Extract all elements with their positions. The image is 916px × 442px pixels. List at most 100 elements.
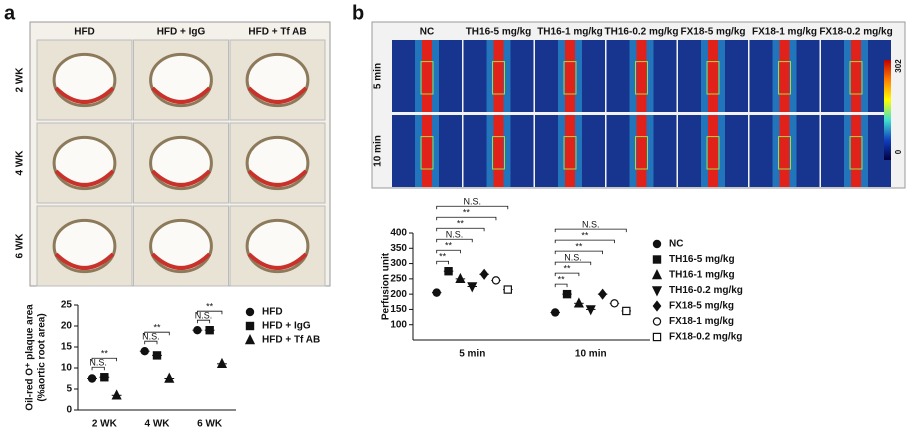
comparison-label: ** [463,208,471,218]
roi-box [706,61,720,95]
comparison-label: N.S. [582,220,600,230]
colorbar [884,60,891,160]
marker [551,308,560,317]
legend-label: FX18-5 mg/kg [669,301,734,312]
x-tick-label: 5 min [459,349,485,360]
colorbar-label: 0 [894,149,903,154]
comparison-bracket [554,261,592,266]
legend-label: HFD + IgG [262,321,311,332]
roi-box [420,61,434,95]
row-label: 4 WK [15,150,26,176]
legend-label: FX18-1 mg/kg [669,316,734,327]
marker [610,299,619,308]
plaque-stain [54,252,115,270]
plaque-outline [52,52,117,108]
marker [205,326,214,335]
legend-label: TH16-1 mg/kg [669,270,735,281]
legend-marker [652,239,662,249]
row-label: 2 WK [15,67,26,93]
comparison-label: N.S. [564,253,582,263]
panel-label: a [4,2,16,24]
comparison-bracket [554,272,580,277]
plaque-outline [149,52,213,108]
legend-marker [652,332,662,342]
comparison-label: ** [575,242,583,252]
roi-box [563,61,577,95]
perfusion-vessel [779,40,790,112]
roi-box [706,136,720,170]
comparison-bracket [554,228,627,233]
plaque-outline [245,135,310,191]
comparison-label: ** [457,219,465,229]
plaque-stain [151,86,211,104]
roi-box [635,61,648,95]
row-label: 6 WK [15,233,26,259]
comparison-label: N.S. [142,332,160,342]
y-axis-label: Oil-red O⁺ plaque area [25,304,36,411]
perfusion-vessel [422,40,432,112]
y-tick-label: 250 [390,273,407,284]
x-tick-label: 10 min [575,349,607,360]
marker [152,351,162,360]
plaque-stain [151,252,211,270]
perfusion-vessel [493,115,504,187]
marker [87,374,97,383]
roi-box [778,136,791,170]
legend-marker [244,334,256,345]
y-tick-label: 400 [390,228,407,239]
comparison-bracket [436,238,473,243]
roi-box [635,136,648,170]
panel-label: b [352,2,364,24]
plaque-stain [151,169,211,187]
plaque-stain [247,86,308,104]
roi-box [420,136,434,170]
column-label: HFD [74,27,95,38]
marker [111,389,122,400]
comparison-label: N.S. [89,358,107,368]
legend-marker [651,286,663,297]
perfusion-vessel [493,40,504,112]
legend-label: TH16-5 mg/kg [669,254,735,265]
marker [193,326,202,335]
comparison-label: ** [564,264,572,274]
marker [216,357,228,368]
perfusion-vessel [565,40,575,112]
comparison-bracket [436,205,509,210]
marker [100,373,109,382]
column-label: NC [420,27,434,38]
legend-marker [652,300,662,312]
comparison-bracket [554,250,603,255]
marker [503,285,513,294]
plaque-outline [245,52,310,108]
row-label: 5 min [373,63,384,89]
x-tick-label: 6 WK [197,419,223,430]
comparison-bracket [196,310,223,315]
comparison-label: ** [206,302,214,312]
column-label: FX18-0.2 mg/kg [819,27,892,38]
plaque-outline [52,218,117,274]
comparison-label: N.S. [446,230,464,240]
plaque-outline [149,135,213,191]
plaque-stain [247,252,308,270]
legend-marker [245,307,255,317]
marker [573,297,584,308]
column-label: HFD + IgG [157,27,206,38]
plaque-stain [54,169,115,187]
comparison-label: ** [101,349,109,359]
comparison-bracket [554,283,568,288]
perfusion-vessel [708,40,718,112]
roi-box [563,136,577,170]
legend-marker [651,269,663,280]
marker [164,372,175,383]
perfusion-vessel [851,115,861,187]
legend-marker [652,317,662,326]
comparison-bracket [436,260,449,265]
column-label: FX18-1 mg/kg [752,27,817,38]
y-tick-label: 15 [61,342,73,353]
y-tick-label: 150 [390,304,407,315]
marker [140,347,149,356]
y-tick-label: 20 [61,321,73,332]
comparison-label: ** [445,241,453,251]
y-tick-label: 10 [61,363,73,374]
